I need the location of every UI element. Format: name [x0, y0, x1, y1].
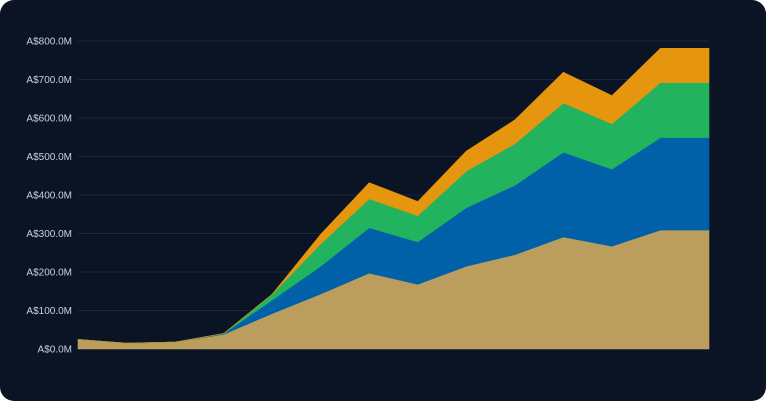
y-axis: A$0.0M A$100.0M A$200.0M A$300.0M A$400.0M A$…: [26, 37, 72, 356]
y-tick-label: A$100.0M: [26, 306, 72, 317]
y-tick-label: A$500.0M: [26, 152, 72, 163]
y-tick-label: A$200.0M: [26, 268, 72, 279]
y-tick-label: A$0.0M: [38, 345, 72, 356]
y-tick-label: A$800.0M: [26, 37, 72, 48]
area-series: [77, 48, 710, 350]
y-tick-label: A$600.0M: [26, 114, 72, 125]
y-tick-label: A$400.0M: [26, 191, 72, 202]
y-tick-label: A$700.0M: [26, 75, 72, 86]
area-series-4: [77, 48, 710, 344]
y-tick-label: A$300.0M: [26, 229, 72, 240]
